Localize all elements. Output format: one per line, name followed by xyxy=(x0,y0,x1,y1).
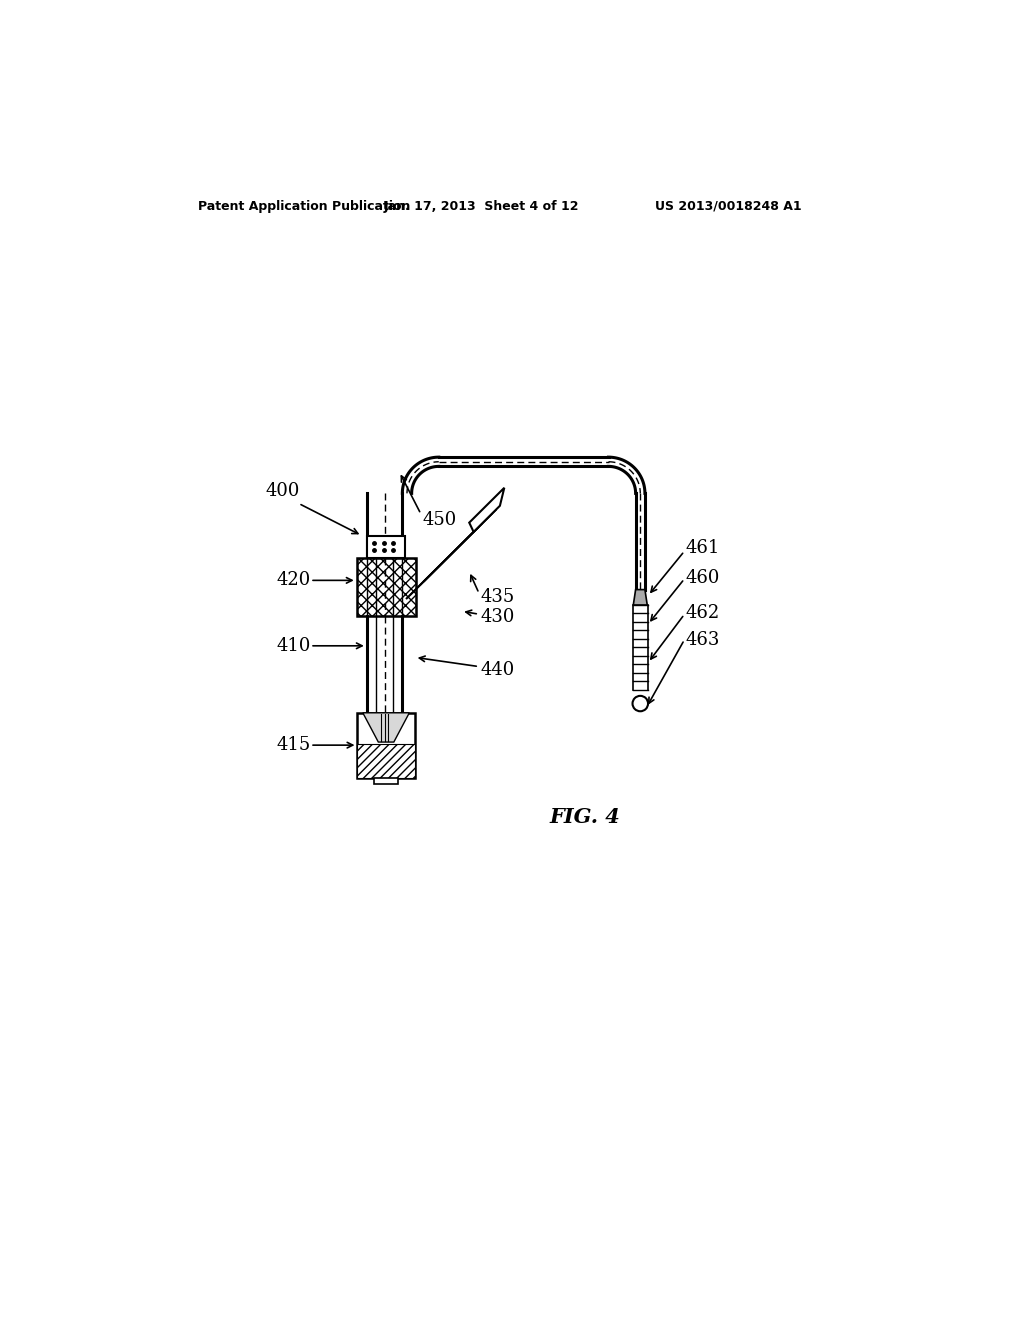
Text: 460: 460 xyxy=(686,569,720,587)
Text: 420: 420 xyxy=(276,572,311,589)
Bar xyxy=(375,779,397,784)
Bar xyxy=(356,558,416,615)
Bar xyxy=(356,558,416,615)
Polygon shape xyxy=(633,590,647,605)
Bar xyxy=(367,536,406,558)
Text: 462: 462 xyxy=(686,603,720,622)
Text: 410: 410 xyxy=(276,636,311,655)
Text: 415: 415 xyxy=(276,737,311,754)
Text: Jan. 17, 2013  Sheet 4 of 12: Jan. 17, 2013 Sheet 4 of 12 xyxy=(384,199,580,213)
Text: US 2013/0018248 A1: US 2013/0018248 A1 xyxy=(655,199,802,213)
Text: 463: 463 xyxy=(686,631,720,648)
Text: 440: 440 xyxy=(480,661,515,680)
Text: 400: 400 xyxy=(266,482,300,500)
Text: 450: 450 xyxy=(423,511,457,529)
Bar xyxy=(357,713,415,779)
Text: 430: 430 xyxy=(480,607,515,626)
Bar xyxy=(357,743,415,779)
Text: Patent Application Publication: Patent Application Publication xyxy=(198,199,411,213)
Text: 435: 435 xyxy=(480,589,515,606)
Polygon shape xyxy=(362,713,410,742)
Polygon shape xyxy=(469,488,504,532)
Text: FIG. 4: FIG. 4 xyxy=(550,807,621,826)
Text: 461: 461 xyxy=(686,539,720,557)
